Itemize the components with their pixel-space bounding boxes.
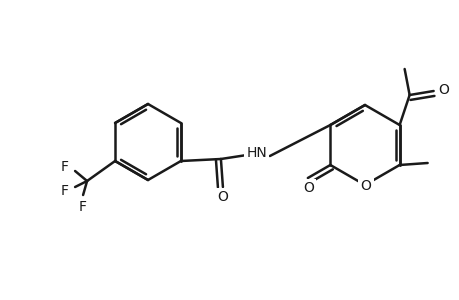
Text: O: O: [217, 190, 228, 204]
Text: O: O: [360, 179, 370, 193]
Text: HN: HN: [246, 146, 267, 160]
Text: F: F: [61, 184, 69, 198]
Text: F: F: [79, 200, 87, 214]
Text: F: F: [61, 160, 69, 174]
Text: O: O: [303, 181, 313, 195]
Text: O: O: [437, 83, 448, 97]
